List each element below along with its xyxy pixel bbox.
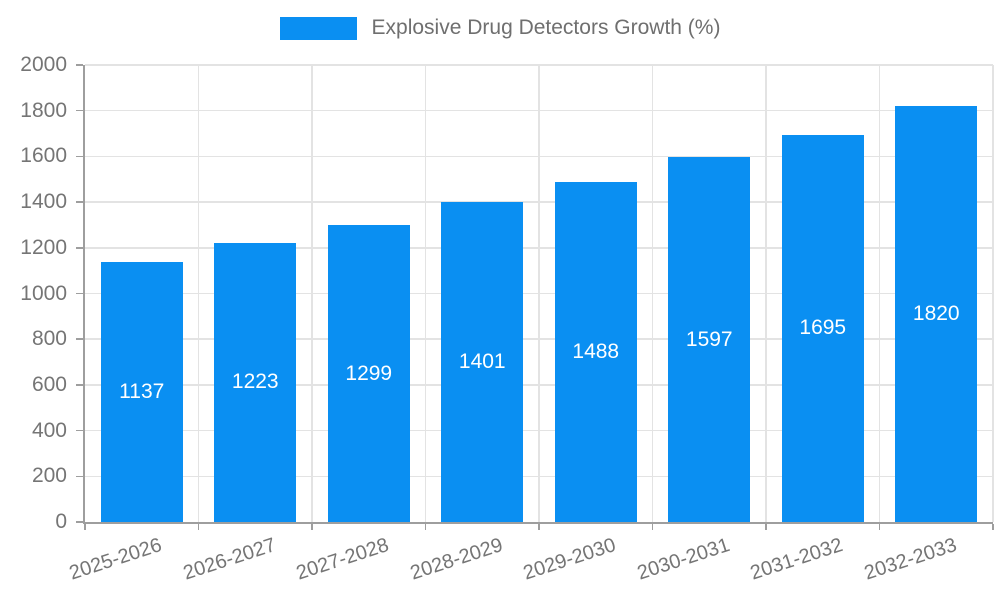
y-axis-tick	[76, 64, 83, 66]
x-axis-tick-label: 2027-2028	[293, 534, 392, 585]
x-axis-tick-label: 2028-2029	[407, 534, 506, 585]
x-axis-tick-label: 2030-2031	[634, 534, 733, 585]
x-axis-tick	[992, 524, 994, 530]
bar-value-label: 1695	[799, 316, 847, 340]
y-axis-tick-label: 1000	[20, 281, 67, 305]
x-axis-tick	[84, 524, 86, 530]
gridline-vertical	[311, 65, 313, 522]
x-axis-tick	[651, 524, 654, 530]
y-axis-tick	[76, 247, 83, 249]
gridline-vertical	[651, 65, 654, 522]
y-axis-tick-label: 1200	[20, 235, 67, 259]
y-axis-tick	[76, 292, 83, 295]
x-axis-tick	[197, 524, 200, 530]
y-axis-tick-label: 1600	[20, 144, 67, 168]
y-axis-tick-label: 400	[31, 418, 67, 442]
y-axis-tick	[76, 155, 83, 158]
y-axis-tick-label: 2000	[20, 53, 67, 76]
x-axis-tick-label: 2029-2030	[520, 534, 619, 585]
gridline-vertical	[197, 65, 200, 522]
y-axis-tick	[76, 338, 83, 340]
y-axis-tick-label: 1400	[20, 190, 67, 214]
bar-value-label: 1488	[572, 339, 620, 363]
bar[interactable]	[895, 106, 978, 522]
gridline-vertical	[992, 65, 994, 522]
x-axis-tick	[424, 524, 427, 530]
y-axis-tick	[76, 201, 83, 203]
bar-value-label: 1820	[912, 302, 960, 326]
bar[interactable]	[100, 262, 183, 522]
y-axis-tick	[76, 475, 83, 478]
y-axis-tick-label: 200	[31, 464, 67, 488]
gridline-vertical	[878, 65, 881, 522]
bar-value-label: 1299	[345, 361, 393, 385]
bar[interactable]	[214, 242, 297, 522]
x-axis-tick-label: 2031-2032	[747, 534, 846, 585]
legend-swatch-icon	[279, 16, 357, 40]
x-axis-tick	[765, 524, 767, 530]
gridline-vertical	[424, 65, 427, 522]
x-axis-tick-label: 2032-2033	[861, 534, 960, 585]
y-axis-tick-label: 0	[55, 510, 67, 533]
bar-value-label: 1597	[685, 327, 733, 351]
gridline-vertical	[765, 65, 767, 522]
bar[interactable]	[327, 225, 410, 522]
x-axis-tick	[311, 524, 313, 530]
y-axis-tick-label: 600	[31, 372, 67, 396]
bar-value-label: 1137	[119, 380, 165, 404]
y-axis-line	[83, 65, 85, 524]
gridline-vertical	[538, 65, 540, 522]
y-axis-tick	[76, 384, 83, 386]
bar[interactable]	[781, 134, 864, 522]
x-axis-line	[83, 522, 993, 524]
legend-label: Explosive Drug Detectors Growth (%)	[371, 16, 721, 39]
bar-value-label: 1401	[458, 349, 506, 373]
bar[interactable]	[441, 201, 524, 522]
x-axis-tick-label: 2025-2026	[66, 534, 165, 585]
y-axis-tick-label: 800	[31, 327, 67, 351]
x-axis-tick-label: 2026-2027	[180, 534, 279, 585]
bar-value-label: 1223	[231, 370, 279, 394]
bar[interactable]	[668, 157, 751, 522]
plot-area: 0 200 400 600 800 1000 1200 1400 1600 1800 2000 113…	[20, 53, 994, 584]
chart-legend[interactable]: Explosive Drug Detectors Growth (%)	[0, 16, 1000, 40]
y-axis-tick	[76, 429, 83, 432]
y-axis-tick	[76, 109, 83, 112]
y-axis-tick-label: 1800	[20, 98, 67, 122]
x-axis-tick	[878, 524, 881, 530]
bar[interactable]	[554, 181, 637, 522]
y-axis-tick	[76, 521, 83, 523]
x-axis-tick	[538, 524, 540, 530]
